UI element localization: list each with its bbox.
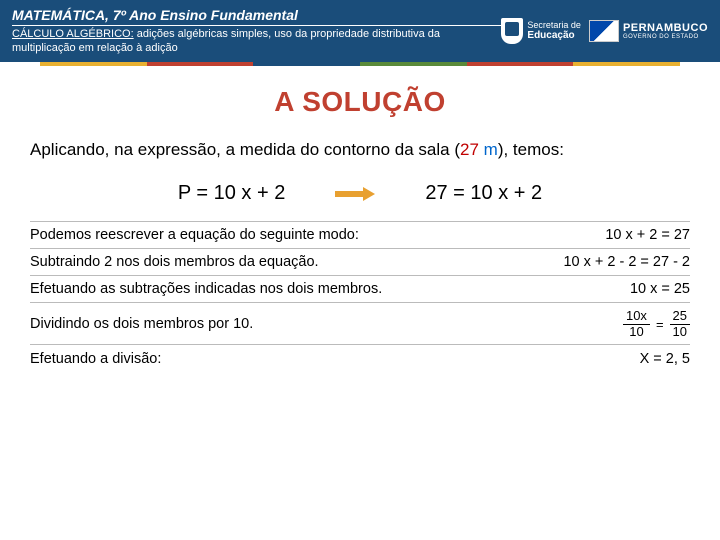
equation-right: 27 = 10 x + 2: [425, 182, 542, 205]
flag-icon: [589, 20, 619, 42]
arrow-body: [335, 191, 363, 197]
step-label: Dividindo os dois membros por 10.: [30, 316, 613, 332]
equation-left: P = 10 x + 2: [178, 182, 286, 205]
pernambuco-logo: PERNAMBUCO GOVERNO DO ESTADO: [589, 20, 708, 42]
step-result: X = 2, 5: [630, 351, 690, 367]
equation-row: P = 10 x + 2 27 = 10 x + 2: [30, 182, 690, 205]
frac-top: 25: [670, 309, 690, 324]
logo1-line1: Secretaria de: [527, 21, 581, 31]
step-result: 10 x + 2 = 27: [595, 227, 690, 243]
bar-seg: [467, 62, 574, 66]
intro-p1: Aplicando, na expressão, a medida do con…: [30, 140, 460, 159]
fraction-expr: 10x 10 = 25 10: [623, 309, 690, 339]
step-row: Efetuando as subtrações indicadas nos do…: [30, 276, 690, 303]
bar-seg: [360, 62, 467, 66]
step-row: Subtraindo 2 nos dois membros da equação…: [30, 249, 690, 276]
intro-unit: m: [479, 140, 498, 159]
frac-eq: =: [656, 317, 664, 332]
bar-seg: [147, 62, 254, 66]
arrow-head: [363, 187, 375, 201]
logo2-line2: GOVERNO DO ESTADO: [623, 34, 708, 40]
frac-top: 10x: [623, 309, 650, 324]
step-label: Subtraindo 2 nos dois membros da equação…: [30, 254, 553, 270]
frac-bot: 10: [670, 325, 690, 339]
color-divider: [40, 62, 680, 66]
step-label: Podemos reescrever a equação do seguinte…: [30, 227, 595, 243]
subtitle-underline: CÁLCULO ALGÉBRICO:: [12, 28, 134, 40]
arrow-icon: [335, 188, 375, 200]
frac-bot: 10: [626, 325, 646, 339]
steps-table: Podemos reescrever a equação do seguinte…: [30, 221, 690, 367]
header-text: MATEMÁTICA, 7º Ano Ensino Fundamental CÁ…: [12, 7, 501, 54]
shield-icon: [501, 18, 523, 44]
fraction-left: 10x 10: [623, 309, 650, 339]
header-subtitle: CÁLCULO ALGÉBRICO: adições algébricas si…: [12, 28, 501, 54]
logo2-line1: PERNAMBUCO: [623, 23, 708, 34]
fraction-right: 25 10: [670, 309, 690, 339]
step-result: 10 x + 2 - 2 = 27 - 2: [553, 254, 690, 270]
logo1-line2: Educação: [527, 30, 574, 41]
slide-header: MATEMÁTICA, 7º Ano Ensino Fundamental CÁ…: [0, 0, 720, 62]
step-row-last: Efetuando a divisão: X = 2, 5: [30, 345, 690, 367]
intro-p2: ), temos:: [498, 140, 564, 159]
bar-seg: [253, 62, 360, 66]
secretaria-text: Secretaria de Educação: [527, 21, 581, 42]
step-label: Efetuando as subtrações indicadas nos do…: [30, 281, 620, 297]
step-label: Efetuando a divisão:: [30, 351, 630, 367]
step-result: 10 x = 25: [620, 281, 690, 297]
intro-text: Aplicando, na expressão, a medida do con…: [30, 134, 690, 166]
step-row-fraction: Dividindo os dois membros por 10. 10x 10…: [30, 303, 690, 345]
intro-num: 27: [460, 140, 479, 159]
header-title: MATEMÁTICA, 7º Ano Ensino Fundamental: [12, 7, 501, 26]
slide-content: A SOLUÇÃO Aplicando, na expressão, a med…: [0, 66, 720, 377]
step-result-fraction: 10x 10 = 25 10: [613, 308, 690, 339]
secretaria-logo: Secretaria de Educação: [501, 18, 581, 44]
main-title: A SOLUÇÃO: [30, 86, 690, 118]
step-row: Podemos reescrever a equação do seguinte…: [30, 221, 690, 249]
header-logos: Secretaria de Educação PERNAMBUCO GOVERN…: [501, 18, 708, 44]
pernambuco-text: PERNAMBUCO GOVERNO DO ESTADO: [623, 23, 708, 40]
bar-seg: [40, 62, 147, 66]
bar-seg: [573, 62, 680, 66]
